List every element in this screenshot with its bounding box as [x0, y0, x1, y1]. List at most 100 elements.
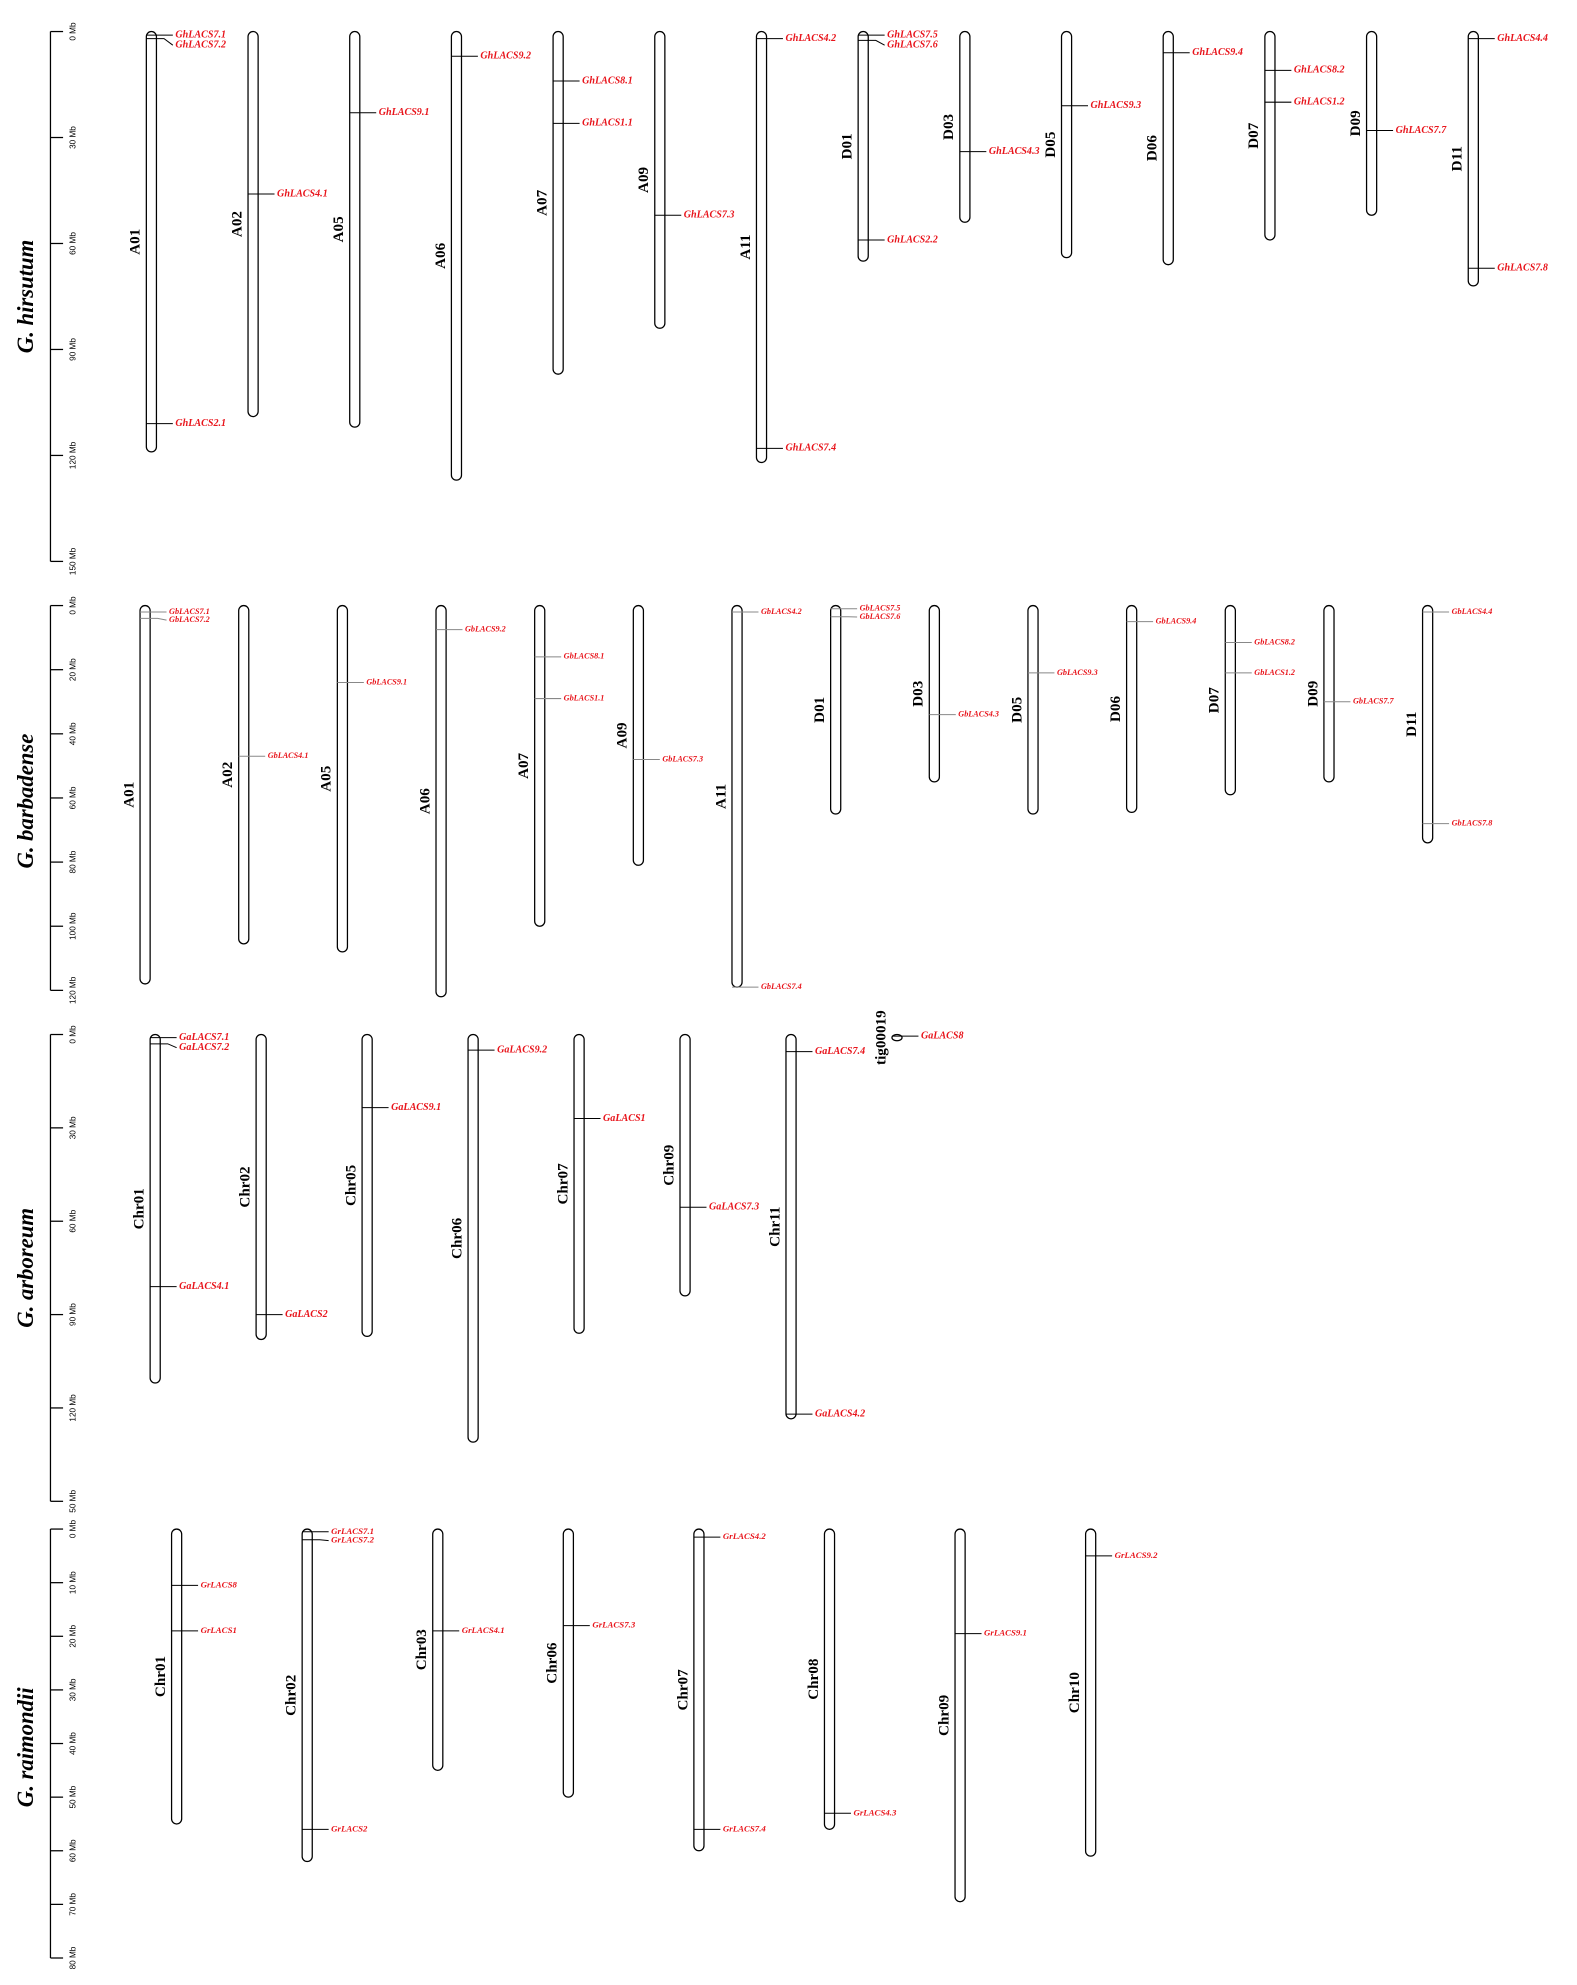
chromosome — [238, 604, 250, 945]
gene-label: GbLACS4.3 — [958, 709, 999, 718]
scale-tick-label: 30 Mb — [68, 126, 77, 149]
scale-tick-label: 80 Mb — [68, 1946, 77, 1969]
gene-label: GaLACS1 — [603, 1113, 646, 1124]
scale-tick-label: 70 Mb — [68, 1893, 77, 1916]
chromosome — [693, 1528, 705, 1852]
gene-label: GrLACS4.1 — [462, 1625, 505, 1635]
chromosome — [145, 30, 158, 453]
gene-label: GrLACS7.3 — [592, 1620, 636, 1630]
gene-marker — [858, 39, 885, 46]
gene-label: GhLACS2.1 — [175, 418, 226, 429]
chromosome-label: A06 — [417, 788, 433, 814]
chromosome — [361, 1033, 373, 1338]
chromosome-label: A09 — [615, 722, 631, 748]
chromosome — [432, 1528, 444, 1771]
scale-tick-label: 60 Mb — [68, 1209, 77, 1232]
gene-label: GhLACS7.3 — [684, 210, 735, 221]
gene-label: GhLACS7.4 — [785, 443, 836, 454]
scale-tick-label: 30 Mb — [68, 1116, 77, 1139]
scale-tick-label: 10 Mb — [68, 1571, 77, 1594]
gene-label: GaLACS9.2 — [497, 1044, 547, 1055]
chromosome-label: A01 — [128, 229, 144, 255]
chromosome — [891, 1033, 903, 1042]
chromosome — [170, 1528, 183, 1825]
scale-tick-label: 120 Mb — [68, 441, 77, 469]
chromosome-label: Chr10 — [1067, 1672, 1083, 1713]
gene-label: GrLACS4.3 — [853, 1807, 897, 1817]
chromosome-label: Chr07 — [675, 1669, 691, 1711]
chromosome-label: A02 — [220, 762, 236, 788]
chromosome — [1060, 30, 1073, 259]
scale-tick-label: 100 Mb — [68, 912, 77, 940]
chromosome — [467, 1033, 479, 1443]
gene-label: GaLACS8 — [921, 1030, 964, 1041]
chromosome-label: Chr01 — [153, 1656, 169, 1697]
gene-marker — [302, 1539, 329, 1542]
chromosome-label: Chr01 — [132, 1188, 148, 1229]
gene-label: GbLACS9.1 — [366, 677, 407, 686]
species-label: G. arboreum — [13, 1208, 38, 1328]
chromosome-label: D06 — [1108, 696, 1124, 722]
gene-label: GhLACS9.1 — [379, 107, 430, 118]
gene-label: GaLACS7.2 — [179, 1042, 229, 1053]
scale-tick-label: 60 Mb — [68, 232, 77, 255]
chromosome-label: A09 — [636, 166, 652, 192]
chromosome-label: D03 — [941, 113, 957, 139]
scale-tick-label: 40 Mb — [68, 1732, 77, 1755]
chromosome-label: A02 — [229, 211, 245, 237]
gene-label: GaLACS9.1 — [391, 1102, 441, 1113]
scale-tick-label: 30 Mb — [68, 1678, 77, 1701]
chromosome — [1027, 604, 1039, 815]
gene-label: GrLACS9.2 — [1115, 1550, 1159, 1560]
chromosome-label: Chr02 — [284, 1675, 300, 1716]
gene-label: GbLACS7.1 — [169, 607, 210, 616]
chromosome-label: A06 — [433, 242, 449, 268]
gene-label: GbLACS9.3 — [1057, 668, 1098, 677]
gene-label: GhLACS8.2 — [1294, 65, 1345, 76]
scale-tick-label: 90 Mb — [68, 1303, 77, 1326]
gene-label: GrLACS2 — [331, 1823, 368, 1833]
gene-label: GhLACS4.2 — [785, 33, 836, 44]
chromosome — [857, 30, 869, 262]
chromosome-label: A05 — [331, 216, 347, 242]
chromosome — [823, 1528, 836, 1830]
gene-label: GbLACS8.1 — [564, 652, 605, 661]
scale-tick-label: 60 Mb — [68, 1839, 77, 1862]
chromosome-label: D05 — [1043, 131, 1059, 157]
chromosome — [336, 604, 349, 953]
chromosome — [1323, 604, 1335, 783]
chromosome-label: D03 — [911, 680, 927, 706]
chromosome — [928, 604, 941, 783]
gene-label: GaLACS2 — [285, 1309, 328, 1320]
chromosome-label: D07 — [1246, 122, 1262, 148]
chromosome — [301, 1528, 313, 1863]
chromosome — [149, 1033, 161, 1384]
chromosome-label: Chr06 — [449, 1217, 465, 1259]
gene-label: GbLACS9.2 — [465, 624, 506, 633]
gene-label: GbLACS4.2 — [761, 607, 802, 616]
gene-label: GhLACS7.6 — [887, 39, 939, 50]
gene-label: GhLACS9.4 — [1192, 47, 1243, 58]
gene-label: GaLACS4.2 — [815, 1408, 865, 1419]
chromosome — [1084, 1528, 1097, 1857]
chromosome — [139, 604, 151, 985]
gene-label: GaLACS7.3 — [709, 1202, 759, 1213]
scale-tick-label: 150 Mb — [68, 547, 77, 575]
gene-label: GaLACS7.4 — [815, 1046, 865, 1057]
species-label: G. barbadense — [13, 734, 38, 869]
chromosome — [632, 604, 645, 866]
gene-label: GbLACS7.6 — [860, 612, 902, 621]
scale-tick-label: 50 Mb — [68, 1489, 77, 1512]
chromosome — [1264, 30, 1276, 241]
chromosome — [255, 1033, 267, 1341]
chromosome — [785, 1033, 797, 1420]
chromosome-label: Chr09 — [936, 1694, 952, 1736]
gene-label: GhLACS7.5 — [887, 29, 938, 40]
chromosome-label: A07 — [534, 189, 550, 215]
chromosome — [1365, 30, 1378, 216]
gene-label: GbLACS8.2 — [1254, 637, 1295, 646]
scale-tick-label: 0 Mb — [68, 22, 77, 41]
gene-label: GrLACS7.1 — [331, 1526, 374, 1536]
chromosome — [247, 30, 259, 418]
gene-label: GbLACS1.1 — [564, 693, 605, 702]
